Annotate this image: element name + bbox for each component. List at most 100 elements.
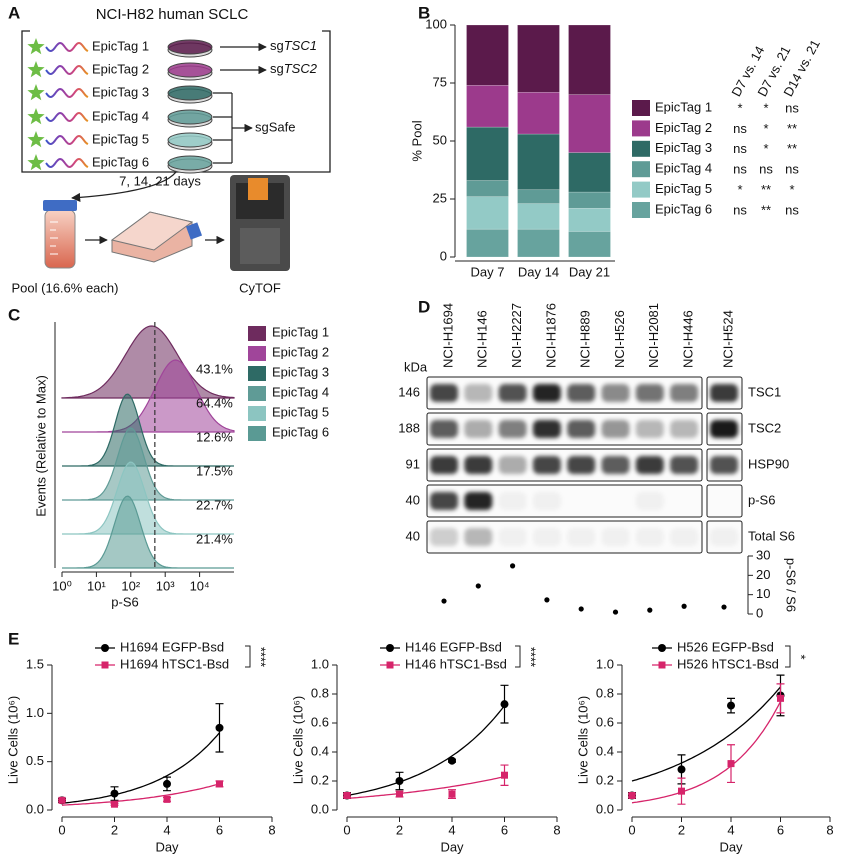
panel-label: C: [8, 305, 20, 324]
band: [670, 384, 699, 402]
cell-line-label: NCI-H526: [612, 310, 627, 368]
flask-top: [110, 211, 194, 251]
significance: **: [761, 182, 771, 197]
band: [601, 456, 630, 474]
band: [464, 384, 493, 402]
significance: *: [794, 654, 809, 659]
band: [670, 420, 699, 438]
point: [448, 756, 456, 765]
protein-label: TSC1: [748, 384, 781, 399]
band: [464, 492, 493, 510]
blot-frame: [426, 484, 703, 518]
significance-bracket: [515, 645, 521, 668]
tube-cap: [43, 200, 77, 211]
x-tick-label: 8: [826, 822, 833, 837]
y-tick-label: 75: [433, 74, 447, 89]
point: [448, 790, 456, 798]
band: [601, 420, 630, 438]
tag-label: EpicTag 1: [92, 38, 149, 53]
band: [670, 528, 699, 546]
dish: [167, 62, 213, 78]
star: [27, 154, 45, 171]
arrow: [71, 171, 177, 202]
band: [430, 528, 458, 546]
instrument-label: CyTOF: [239, 280, 281, 295]
legend-label: H526 hTSC1-Bsd: [677, 656, 779, 671]
x-tick-label: 0: [58, 822, 65, 837]
band: [430, 456, 458, 474]
significance-header: D14 vs. 21: [780, 37, 822, 99]
tag-label: EpicTag 3: [92, 84, 149, 99]
cell-line-label: NCI-H146: [475, 310, 490, 368]
significance: ns: [733, 202, 747, 217]
blot-frame: [426, 448, 703, 482]
x-tick-label: Day 14: [518, 264, 559, 279]
band: [710, 456, 738, 474]
legend-label: EpicTag 3: [655, 140, 712, 155]
x-tick-label: 8: [553, 822, 560, 837]
y-tick-label: 25: [433, 190, 447, 205]
y-tick-label: 0: [440, 248, 447, 263]
legend-marker: [101, 661, 109, 669]
star: [27, 131, 45, 148]
y-tick-label: 1.0: [26, 705, 44, 720]
fit-curve: [61, 783, 220, 806]
y-tick-label: 0.0: [596, 801, 614, 816]
tag-label: EpicTag 2: [92, 61, 149, 76]
protein-label: TSC2: [748, 420, 781, 435]
x-tick-label: 6: [216, 822, 223, 837]
band: [464, 456, 493, 474]
band: [567, 456, 596, 474]
band: [710, 492, 738, 510]
bar-segment: [517, 203, 560, 230]
point: [628, 792, 636, 799]
panel-label: B: [418, 3, 430, 22]
panel-label: D: [418, 297, 430, 316]
bar-segment: [466, 126, 509, 181]
legend-swatch: [248, 426, 266, 441]
y-tick-label: 30: [756, 547, 770, 562]
fit-curve: [631, 686, 781, 782]
significance: ns: [733, 162, 747, 177]
y-tick-label: 0.5: [26, 753, 44, 768]
point: [163, 779, 171, 788]
band: [567, 492, 595, 510]
x-tick-label: Day 21: [569, 264, 610, 279]
protein-label: Total S6: [748, 528, 795, 543]
band: [430, 384, 458, 402]
point: [678, 787, 685, 795]
cell-line-label: NCI-H446: [681, 310, 696, 368]
diagram-title: NCI-H82 human SCLC: [96, 6, 249, 23]
y-tick-label: 0.6: [596, 714, 614, 729]
legend-label: H1694 hTSC1-Bsd: [120, 656, 229, 671]
cell-line-label: NCI-H2081: [646, 303, 661, 368]
histogram: [62, 393, 234, 467]
legend-swatch: [248, 406, 266, 421]
x-axis-label: Day: [155, 839, 179, 854]
x-tick-label: 10⁰: [52, 578, 72, 593]
cell-line-label: NCI-H2227: [509, 303, 524, 368]
legend-label: EpicTag 5: [272, 404, 329, 419]
point: [677, 765, 686, 774]
band: [710, 420, 738, 438]
y-tick-label: 0.6: [311, 714, 329, 729]
y-axis-label: Live Cells (10⁶): [5, 696, 20, 784]
connector: [213, 92, 233, 164]
bar-segment: [568, 94, 611, 153]
x-tick-label: 2: [111, 822, 118, 837]
x-tick-label: 2: [678, 822, 685, 837]
safe-label: sgSafe: [255, 119, 295, 134]
x-tick-label: 4: [163, 822, 170, 837]
guide-prefix: sg: [270, 38, 284, 53]
significance: ****: [524, 647, 539, 667]
tube: [44, 209, 76, 269]
significance: **: [787, 141, 797, 156]
gate-percent: 43.1%: [196, 361, 233, 376]
legend-swatch: [248, 366, 266, 381]
bar-segment: [466, 228, 509, 258]
band: [532, 420, 561, 438]
significance: ns: [785, 100, 799, 115]
significance: **: [761, 202, 771, 217]
panel-a-diagram: A NCI-H82 human SCLC sgSafe 7, 14, 21 da…: [8, 3, 331, 295]
band: [635, 528, 664, 546]
